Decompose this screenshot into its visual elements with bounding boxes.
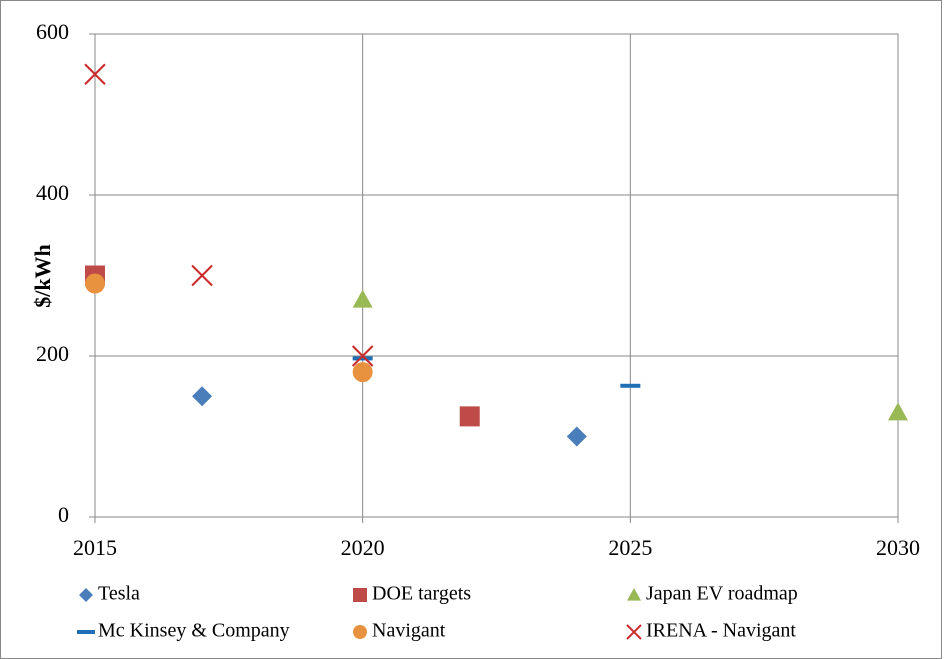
marker (77, 630, 95, 634)
legend-label: DOE targets (372, 583, 471, 605)
legend-label: Mc Kinsey & Company (98, 620, 290, 642)
marker (85, 273, 105, 294)
x-tick-label: 2030 (876, 535, 920, 560)
legend-label: Japan EV roadmap (646, 583, 798, 605)
marker (84, 63, 106, 85)
x-tick-label: 2020 (341, 535, 385, 560)
marker (352, 356, 373, 361)
marker (566, 426, 587, 447)
marker (626, 624, 642, 640)
marker (620, 383, 641, 388)
y-tick-label: 0 (58, 502, 69, 527)
legend-label: Navigant (372, 620, 446, 642)
y-axis-label: $/kWh (30, 244, 55, 308)
marker (627, 588, 641, 601)
marker (888, 402, 908, 421)
marker (79, 588, 93, 602)
marker (353, 625, 367, 639)
marker (352, 362, 373, 383)
marker (459, 406, 480, 427)
x-tick-label: 2015 (73, 535, 117, 560)
marker (352, 289, 373, 308)
marker (351, 345, 374, 367)
legend-label: IRENA - Navigant (646, 620, 796, 642)
y-tick-label: 600 (36, 19, 69, 44)
marker (191, 264, 213, 287)
y-tick-label: 200 (36, 341, 69, 366)
y-tick-label: 400 (36, 180, 69, 205)
x-tick-label: 2025 (608, 535, 652, 560)
legend-label: Tesla (98, 583, 140, 605)
marker (353, 588, 367, 602)
marker (192, 386, 213, 407)
